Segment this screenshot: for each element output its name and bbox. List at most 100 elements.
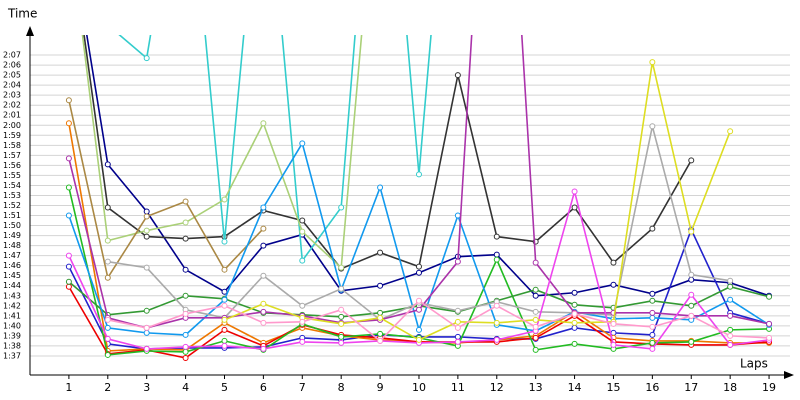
y-tick-label: 1:57 <box>3 151 21 160</box>
series-line <box>107 299 770 342</box>
data-point <box>610 320 617 327</box>
data-point <box>104 324 111 331</box>
x-tick-label: 13 <box>529 381 543 394</box>
y-tick-label: 1:37 <box>3 351 21 360</box>
data-point <box>143 307 150 314</box>
data-point <box>727 332 734 339</box>
data-point <box>65 212 72 219</box>
data-point <box>532 334 539 341</box>
y-tick-label: 1:50 <box>3 221 21 230</box>
data-point <box>766 293 773 300</box>
data-point <box>260 242 267 249</box>
data-point <box>454 333 461 340</box>
y-tick-label: 1:44 <box>3 281 21 290</box>
y-tick-label: 2:02 <box>3 101 21 110</box>
x-tick-label: 12 <box>490 381 504 394</box>
data-point <box>299 302 306 309</box>
y-tick-label: 1:54 <box>3 181 21 190</box>
data-point <box>727 312 734 319</box>
data-point <box>610 259 617 266</box>
data-point <box>260 345 267 352</box>
data-point <box>532 286 539 293</box>
data-point <box>260 225 267 232</box>
data-point <box>377 282 384 289</box>
data-point <box>571 188 578 195</box>
y-tick-label: 1:45 <box>3 271 21 280</box>
data-point <box>260 319 267 326</box>
y-axis-label: Time <box>7 7 37 21</box>
data-point <box>571 319 578 326</box>
data-point <box>143 227 150 234</box>
data-point <box>143 329 150 336</box>
data-point <box>727 341 734 348</box>
data-point <box>260 204 267 211</box>
data-point <box>260 300 267 307</box>
data-point <box>649 345 656 352</box>
data-point <box>649 225 656 232</box>
data-point <box>493 302 500 309</box>
data-point <box>182 266 189 273</box>
data-point <box>571 289 578 296</box>
data-point <box>454 318 461 325</box>
y-tick-label: 1:43 <box>3 291 21 300</box>
data-point <box>221 342 228 349</box>
data-point <box>65 278 72 285</box>
data-point <box>571 204 578 211</box>
data-point <box>65 120 72 127</box>
data-point <box>182 198 189 205</box>
x-tick-label: 8 <box>338 381 345 394</box>
x-tick-label: 3 <box>143 381 150 394</box>
data-point <box>143 233 150 240</box>
data-point <box>182 354 189 361</box>
x-tick-label: 5 <box>221 381 228 394</box>
data-point <box>182 235 189 242</box>
data-point <box>532 308 539 315</box>
data-point <box>415 171 422 178</box>
data-point <box>454 307 461 314</box>
x-tick-label: 6 <box>260 381 267 394</box>
series-line <box>224 61 731 341</box>
data-point <box>766 334 773 341</box>
y-tick-label: 2:04 <box>3 81 21 90</box>
y-tick-label: 1:59 <box>3 131 21 140</box>
data-point <box>143 345 150 352</box>
data-point <box>649 123 656 130</box>
data-point <box>649 290 656 297</box>
x-axis-label: Laps <box>740 357 768 371</box>
data-point <box>727 296 734 303</box>
x-tick-label: 10 <box>412 381 426 394</box>
data-point <box>182 348 189 355</box>
data-point <box>182 219 189 226</box>
data-point <box>454 212 461 219</box>
data-point <box>415 336 422 343</box>
data-point <box>688 271 695 278</box>
data-point <box>688 338 695 345</box>
data-point <box>338 306 345 313</box>
data-point <box>766 320 773 327</box>
data-point <box>532 316 539 323</box>
data-point <box>688 312 695 319</box>
data-point <box>454 72 461 79</box>
data-point <box>182 331 189 338</box>
data-point <box>221 302 228 309</box>
data-point <box>571 324 578 331</box>
y-tick-label: 1:56 <box>3 161 21 170</box>
y-tick-label: 1:52 <box>3 201 21 210</box>
data-point <box>688 228 695 235</box>
data-point <box>221 316 228 323</box>
x-tick-label: 1 <box>65 381 72 394</box>
data-point <box>104 351 111 358</box>
data-point <box>532 346 539 353</box>
data-point <box>221 326 228 333</box>
data-point <box>65 155 72 162</box>
data-point <box>260 272 267 279</box>
x-tick-label: 15 <box>606 381 620 394</box>
y-tick-label: 1:55 <box>3 171 21 180</box>
y-tick-label: 1:51 <box>3 211 21 220</box>
data-point <box>571 301 578 308</box>
data-point <box>338 339 345 346</box>
data-point <box>182 310 189 317</box>
data-point <box>221 196 228 203</box>
